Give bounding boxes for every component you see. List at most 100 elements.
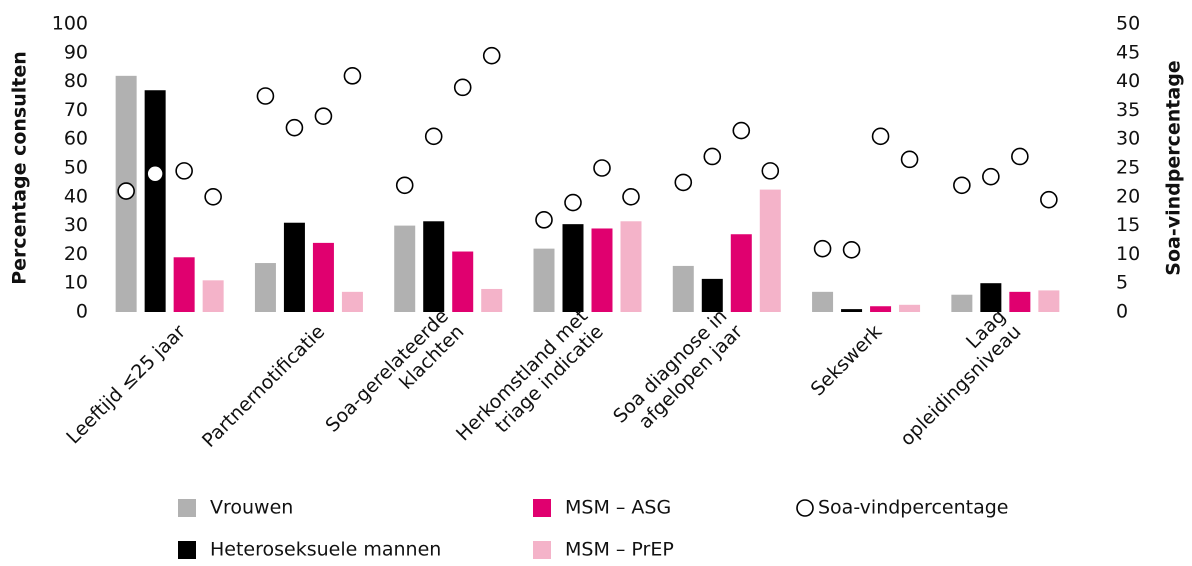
- x-tick-label-group: Leeftijd ≤25 jaar: [62, 321, 190, 449]
- y-tick-label: 0: [76, 301, 88, 323]
- scatter-point: [453, 78, 472, 97]
- scatter-point: [482, 46, 501, 65]
- x-tick-label: Partnernotificatie: [198, 321, 329, 452]
- scatter-point: [1040, 190, 1058, 209]
- bar: [672, 265, 694, 312]
- x-tick-label: opleidingsniveau: [896, 321, 1026, 451]
- scatter-point: [117, 182, 135, 200]
- y-tick-label: 80: [64, 70, 88, 92]
- x-tick-label-group: Sekswerk: [807, 321, 887, 401]
- bar: [562, 224, 584, 312]
- bar: [951, 294, 973, 312]
- scatter-point: [871, 127, 890, 146]
- y2-tick-label: 30: [1116, 128, 1140, 150]
- x-tick-label: Sekswerk: [807, 321, 887, 401]
- y-tick-label: 90: [64, 41, 88, 63]
- bar: [394, 225, 416, 312]
- y2-tick-label: 45: [1116, 41, 1140, 63]
- y2-tick-label: 25: [1116, 157, 1140, 179]
- scatter-point: [842, 240, 861, 259]
- bar: [341, 291, 363, 312]
- scatter-point: [285, 118, 304, 137]
- scatter-point: [146, 164, 164, 183]
- scatter-point: [204, 188, 222, 206]
- bar: [173, 257, 195, 312]
- y2-tick-label: 15: [1116, 214, 1140, 236]
- legend-marker: [796, 499, 814, 517]
- bar: [730, 234, 752, 312]
- y-tick-label: 100: [52, 13, 88, 35]
- bar: [620, 221, 642, 312]
- scatter-point: [674, 173, 693, 192]
- bar: [423, 221, 445, 312]
- scatter-point: [343, 67, 362, 85]
- bar: [283, 222, 305, 312]
- y2-tick-label: 5: [1116, 272, 1128, 294]
- bar: [899, 304, 921, 312]
- bar: [312, 242, 334, 312]
- legend-label: Vrouwen: [210, 497, 293, 519]
- bar: [144, 90, 166, 313]
- y-tick-label: 30: [64, 214, 88, 236]
- scatter-point: [256, 87, 275, 105]
- x-tick-label: Leeftijd ≤25 jaar: [62, 321, 190, 449]
- scatter-point: [593, 159, 611, 177]
- legend-swatch: [533, 499, 551, 517]
- bar: [841, 309, 863, 312]
- bar: [591, 228, 613, 312]
- bar: [701, 278, 723, 312]
- bar: [533, 248, 555, 312]
- bar: [870, 306, 892, 312]
- x-tick-label-group: Partnernotificatie: [198, 321, 329, 452]
- legend-label: Soa-vindpercentage: [818, 497, 1008, 519]
- scatter-point: [535, 211, 553, 229]
- y-tick-label: 40: [64, 185, 88, 207]
- y2-tick-label: 0: [1116, 301, 1128, 323]
- legend-swatch: [178, 499, 196, 517]
- scatter-point: [564, 193, 582, 212]
- scatter-point: [953, 176, 971, 195]
- scatter-point: [424, 127, 443, 146]
- scatter-point: [395, 176, 414, 195]
- scatter-point: [900, 150, 919, 169]
- legend-label: MSM – PrEP: [565, 539, 674, 561]
- scatter-point: [982, 167, 1000, 186]
- scatter-point: [1011, 147, 1029, 166]
- legend-swatch: [178, 541, 196, 559]
- scatter-point: [732, 121, 751, 140]
- bar: [1009, 291, 1031, 312]
- y-tick-label: 20: [64, 243, 88, 265]
- scatter-point: [175, 162, 193, 180]
- scatter-point: [622, 188, 640, 206]
- y2-tick-label: 20: [1116, 185, 1140, 207]
- legend-label: Heteroseksuele mannen: [210, 539, 441, 561]
- y-tick-label: 70: [64, 99, 88, 121]
- y2-tick-label: 50: [1116, 13, 1140, 35]
- bar: [254, 263, 276, 312]
- legend-label: MSM – ASG: [565, 497, 671, 519]
- y-axis-title: Percentage consulten: [9, 51, 31, 285]
- bar: [202, 280, 224, 312]
- bar: [481, 288, 503, 312]
- y2-axis-title: Soa-vindpercentage: [1163, 60, 1185, 275]
- bar: [812, 291, 834, 312]
- y-tick-label: 10: [64, 272, 88, 294]
- scatter-point: [703, 147, 722, 166]
- x-tick-label: Herkomstland met: [452, 305, 592, 445]
- bar: [1038, 290, 1060, 312]
- y2-tick-label: 35: [1116, 99, 1140, 121]
- bar: [980, 283, 1002, 312]
- y2-tick-label: 40: [1116, 70, 1140, 92]
- y2-tick-label: 10: [1116, 243, 1140, 265]
- scatter-point: [314, 107, 333, 125]
- legend-swatch: [533, 541, 551, 559]
- bar: [759, 189, 781, 312]
- y-tick-label: 50: [64, 157, 88, 179]
- scatter-point: [761, 162, 780, 180]
- y-tick-label: 60: [64, 128, 88, 150]
